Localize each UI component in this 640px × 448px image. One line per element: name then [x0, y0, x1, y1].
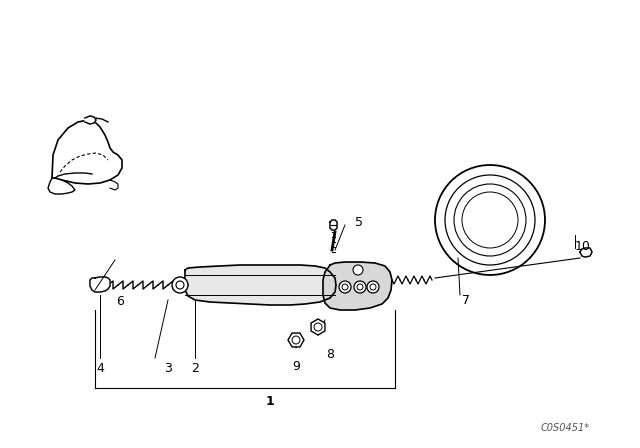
Polygon shape	[90, 277, 110, 292]
Text: 9: 9	[292, 360, 300, 373]
Text: 2: 2	[191, 362, 199, 375]
Polygon shape	[323, 262, 392, 310]
Text: 8: 8	[326, 348, 334, 361]
Polygon shape	[330, 220, 337, 230]
Circle shape	[367, 281, 379, 293]
Text: C0S0451*: C0S0451*	[541, 423, 590, 433]
Circle shape	[339, 281, 351, 293]
Text: 7: 7	[462, 293, 470, 306]
Polygon shape	[580, 248, 592, 257]
Circle shape	[354, 281, 366, 293]
Polygon shape	[85, 116, 96, 124]
Text: 1: 1	[266, 395, 275, 408]
Text: 4: 4	[96, 362, 104, 375]
Text: 5: 5	[355, 215, 363, 228]
Circle shape	[172, 277, 188, 293]
Polygon shape	[184, 265, 336, 305]
Circle shape	[353, 265, 363, 275]
Text: 3: 3	[164, 362, 172, 375]
Text: 6: 6	[116, 295, 124, 308]
Text: 10: 10	[575, 240, 591, 253]
